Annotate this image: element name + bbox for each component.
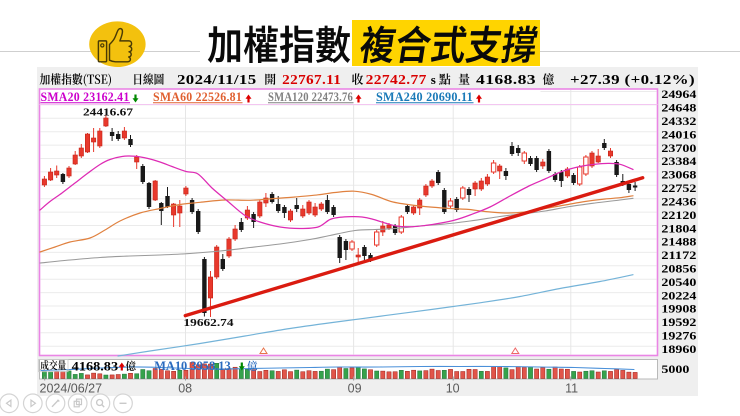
svg-text:19592: 19592 [661, 317, 696, 329]
svg-text:19276: 19276 [661, 330, 696, 342]
svg-text:2024/06/27: 2024/06/27 [40, 382, 103, 396]
svg-text:MA10 3958.13: MA10 3958.13 [154, 359, 231, 373]
svg-text:24648: 24648 [661, 103, 696, 115]
svg-text:18960: 18960 [661, 344, 696, 356]
svg-text:s: s [431, 72, 436, 87]
svg-text:08: 08 [178, 382, 192, 396]
svg-text:22436: 22436 [661, 196, 696, 208]
svg-text:22752: 22752 [661, 183, 696, 195]
svg-text:24332: 24332 [661, 116, 696, 128]
svg-text:22742.77: 22742.77 [366, 72, 427, 87]
svg-text:10: 10 [446, 382, 460, 396]
svg-text:19908: 19908 [661, 304, 696, 316]
svg-text:23700: 23700 [661, 143, 696, 155]
svg-text:20856: 20856 [661, 263, 696, 275]
svg-text:23068: 23068 [661, 170, 696, 182]
svg-text:21172: 21172 [661, 250, 696, 262]
svg-text:4168.83: 4168.83 [476, 72, 536, 87]
svg-text:+27.39 (+0.12%): +27.39 (+0.12%) [570, 72, 695, 87]
svg-text:SMA240 20690.11: SMA240 20690.11 [376, 90, 473, 104]
svg-text:SMA120 22473.76: SMA120 22473.76 [268, 90, 353, 104]
svg-text:19662.74: 19662.74 [184, 317, 235, 329]
svg-text:SMA60 22526.81: SMA60 22526.81 [153, 90, 242, 104]
svg-text:20224: 20224 [661, 290, 696, 302]
svg-text:24964: 24964 [661, 89, 696, 101]
svg-text:21804: 21804 [661, 223, 696, 235]
svg-text:09: 09 [348, 382, 362, 396]
svg-text:11: 11 [565, 382, 578, 396]
svg-text:22767.11: 22767.11 [282, 72, 341, 87]
svg-text:21488: 21488 [661, 237, 696, 249]
svg-text:24016: 24016 [661, 129, 696, 141]
svg-text:SMA20 23162.41: SMA20 23162.41 [41, 90, 130, 104]
svg-text:24416.67: 24416.67 [83, 106, 134, 118]
svg-text:4168.83: 4168.83 [72, 359, 119, 374]
svg-text:5000: 5000 [661, 364, 689, 376]
svg-text:2024/11/15: 2024/11/15 [177, 72, 257, 87]
svg-text:23384: 23384 [661, 156, 696, 168]
svg-text:22120: 22120 [661, 210, 696, 222]
svg-text:20540: 20540 [661, 277, 696, 289]
